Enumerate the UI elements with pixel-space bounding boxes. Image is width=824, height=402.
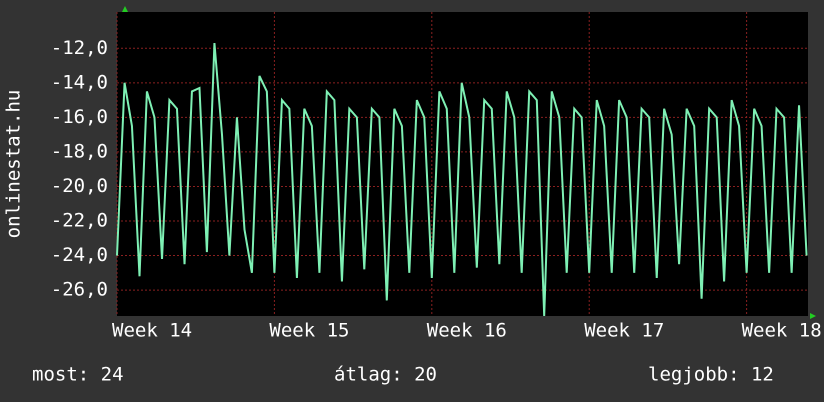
y-tick-label: -20,0 bbox=[51, 175, 108, 197]
y-arrow bbox=[122, 6, 128, 12]
y-tick-label: -22,0 bbox=[51, 210, 108, 232]
plot-area bbox=[117, 12, 808, 316]
x-tick-label: Week 18 bbox=[742, 320, 822, 342]
y-axis-label: onlinestat.hu bbox=[3, 90, 25, 239]
x-arrow bbox=[810, 313, 816, 319]
x-tick-label: Week 16 bbox=[427, 320, 507, 342]
footer-current: most: 24 bbox=[32, 364, 124, 386]
y-tick-label: -24,0 bbox=[51, 244, 108, 266]
data-line bbox=[116, 43, 808, 317]
footer-best: legjobb: 12 bbox=[648, 364, 774, 386]
y-tick-label: -16,0 bbox=[51, 106, 108, 128]
y-tick-label: -14,0 bbox=[51, 71, 108, 93]
y-tick-label: -18,0 bbox=[51, 140, 108, 162]
x-tick-label: Week 17 bbox=[584, 320, 664, 342]
y-tick-label: -26,0 bbox=[51, 279, 108, 301]
x-tick-label: Week 14 bbox=[112, 320, 192, 342]
footer-average: átlag: 20 bbox=[334, 364, 437, 386]
y-tick-label: -12,0 bbox=[51, 37, 108, 59]
x-tick-label: Week 15 bbox=[269, 320, 349, 342]
